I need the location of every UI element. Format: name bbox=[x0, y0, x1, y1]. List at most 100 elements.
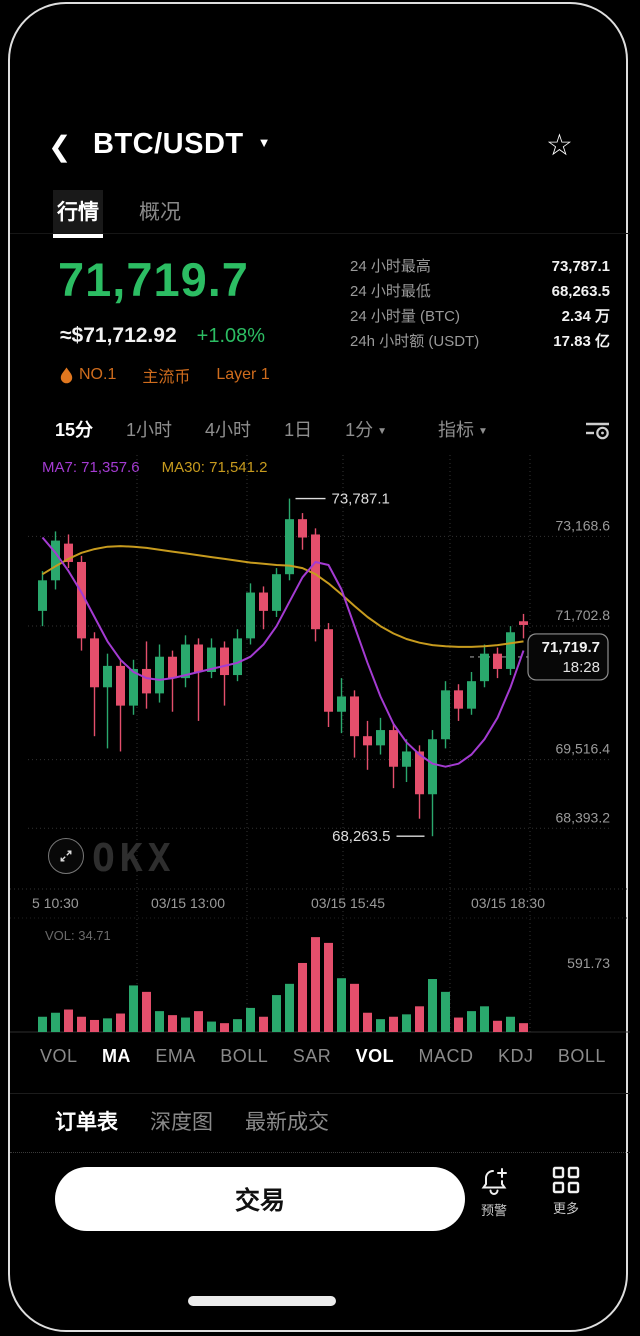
candles bbox=[38, 498, 528, 837]
volume-bar bbox=[389, 1016, 398, 1032]
indicator-boll[interactable]: BOLL bbox=[220, 1046, 269, 1066]
volume-bar bbox=[519, 1023, 528, 1032]
volume-bar bbox=[350, 983, 359, 1032]
candle-body bbox=[324, 629, 333, 712]
candlestick-chart[interactable]: 73,168.6 71,702.8 69,516.4 68,393.2 5 10:30 0… bbox=[10, 448, 630, 1040]
svg-text:18:28: 18:28 bbox=[562, 659, 600, 676]
favorite-star-icon[interactable]: ☆ bbox=[546, 129, 573, 162]
tf-4h[interactable]: 4小时 bbox=[205, 420, 252, 440]
volume-bar bbox=[311, 937, 320, 1032]
candle-body bbox=[64, 543, 73, 562]
candle-body bbox=[142, 668, 151, 694]
candle-body bbox=[129, 668, 138, 706]
candle-body bbox=[350, 696, 359, 737]
expand-icon bbox=[60, 850, 72, 862]
tab-market[interactable]: 行情 bbox=[53, 190, 103, 238]
stat-row: 24 小时最低 68,263.5 bbox=[350, 283, 610, 300]
candle-body bbox=[233, 638, 242, 676]
indicator-boll2[interactable]: BOLL bbox=[557, 1046, 606, 1066]
indicator-sar[interactable]: SAR bbox=[292, 1046, 332, 1066]
y-axis-tick: 73,168.6 bbox=[556, 517, 611, 533]
candle-body bbox=[493, 653, 502, 669]
volume-bar bbox=[77, 1016, 86, 1032]
candle-body bbox=[402, 751, 411, 767]
candle-body bbox=[363, 736, 372, 746]
candle-body bbox=[207, 647, 216, 672]
candle-body bbox=[259, 592, 268, 611]
chart-settings-icon[interactable] bbox=[584, 418, 612, 447]
candle-body bbox=[298, 519, 307, 538]
volume-bar bbox=[220, 1023, 229, 1032]
volume-bar bbox=[233, 1019, 242, 1032]
indicator-dropdown[interactable]: 指标 ▼ bbox=[438, 420, 488, 440]
candle-body bbox=[337, 696, 346, 712]
tag-mainstream[interactable]: 主流币 bbox=[142, 369, 191, 386]
candle-body bbox=[220, 647, 229, 676]
candle-body bbox=[376, 730, 385, 746]
volume-bar bbox=[155, 1011, 164, 1032]
y-axis-tick: 68,393.2 bbox=[556, 809, 611, 825]
indicator-bar: VOL MA EMA BOLL SAR VOL MACD KDJ BOLL bbox=[40, 1046, 606, 1067]
trade-button[interactable]: 交易 bbox=[55, 1167, 465, 1231]
candle-body bbox=[311, 534, 320, 630]
volume-bar bbox=[415, 1006, 424, 1032]
x-axis-tick: 03/15 15:45 bbox=[311, 895, 385, 911]
expand-chart-button[interactable] bbox=[48, 838, 84, 874]
home-indicator[interactable] bbox=[188, 1296, 336, 1306]
back-button[interactable]: ❮ bbox=[48, 131, 72, 162]
candle-body bbox=[194, 644, 203, 672]
indicator-ma[interactable]: MA bbox=[101, 1046, 131, 1066]
candle-body bbox=[506, 632, 515, 669]
volume-bar bbox=[259, 1016, 268, 1032]
candle-body bbox=[246, 592, 255, 639]
indicator-vol-main[interactable]: VOL bbox=[40, 1046, 78, 1066]
tab-latest-trades[interactable]: 最新成交 bbox=[245, 1111, 329, 1134]
y-axis-tick: 69,516.4 bbox=[556, 741, 611, 757]
tab-order-book[interactable]: 订单表 bbox=[55, 1111, 118, 1134]
candle-body bbox=[454, 690, 463, 709]
indicator-ema[interactable]: EMA bbox=[155, 1046, 196, 1066]
page-title[interactable]: BTC/USDT ▼ bbox=[93, 128, 271, 161]
indicator-vol-sub[interactable]: VOL bbox=[355, 1046, 395, 1066]
volume-bar bbox=[454, 1017, 463, 1032]
divider bbox=[10, 233, 630, 234]
last-price: 71,719.7 bbox=[58, 253, 249, 306]
volume-bar bbox=[168, 1015, 177, 1032]
candle-body bbox=[389, 730, 398, 767]
volume-bar bbox=[129, 985, 138, 1032]
volume-bar bbox=[506, 1016, 515, 1032]
top-tab-bar: 行情 概况 bbox=[53, 190, 185, 238]
volume-bar bbox=[324, 942, 333, 1032]
ma-legend: MA7: 71,357.6 MA30: 71,541.2 bbox=[42, 459, 268, 476]
candle-body bbox=[467, 681, 476, 709]
tf-1d[interactable]: 1日 bbox=[284, 420, 313, 440]
indicator-macd[interactable]: MACD bbox=[418, 1046, 474, 1066]
price-subrow: ≈$71,712.92 +1.08% bbox=[60, 324, 265, 348]
volume-bar bbox=[480, 1006, 489, 1032]
timeframe-bar: 15分 1小时 4小时 1日 1分 ▼ 指标 ▼ bbox=[55, 416, 488, 442]
stat-row: 24h 小时额 (USDT) 17.83 亿 bbox=[350, 333, 610, 350]
tf-15m[interactable]: 15分 bbox=[55, 420, 94, 440]
stat-row: 24 小时量 (BTC) 2.34 万 bbox=[350, 308, 610, 325]
tab-overview[interactable]: 概况 bbox=[139, 201, 181, 224]
tag-layer1[interactable]: Layer 1 bbox=[216, 366, 270, 383]
more-action[interactable]: 更多 bbox=[538, 1166, 594, 1217]
phone-frame bbox=[8, 2, 628, 1332]
candle-body bbox=[272, 574, 281, 611]
tf-1h[interactable]: 1小时 bbox=[126, 420, 173, 440]
rank-badge[interactable]: NO.1 bbox=[60, 366, 116, 384]
chevron-down-icon: ▼ bbox=[478, 426, 488, 437]
volume-bar bbox=[467, 1011, 476, 1032]
candle-body bbox=[155, 656, 164, 694]
volume-bar bbox=[376, 1019, 385, 1032]
volume-bar bbox=[298, 962, 307, 1032]
volume-bar bbox=[64, 1009, 73, 1032]
volume-bar bbox=[402, 1014, 411, 1032]
tf-more-dropdown[interactable]: 1分 ▼ bbox=[345, 420, 387, 440]
volume-bar bbox=[181, 1017, 190, 1032]
tab-depth-chart[interactable]: 深度图 bbox=[150, 1111, 213, 1134]
x-axis-tick: 5 10:30 bbox=[32, 895, 79, 911]
indicator-kdj[interactable]: KDJ bbox=[497, 1046, 534, 1066]
alert-action[interactable]: 预警 bbox=[466, 1166, 522, 1219]
alert-label: 预警 bbox=[480, 1203, 507, 1218]
